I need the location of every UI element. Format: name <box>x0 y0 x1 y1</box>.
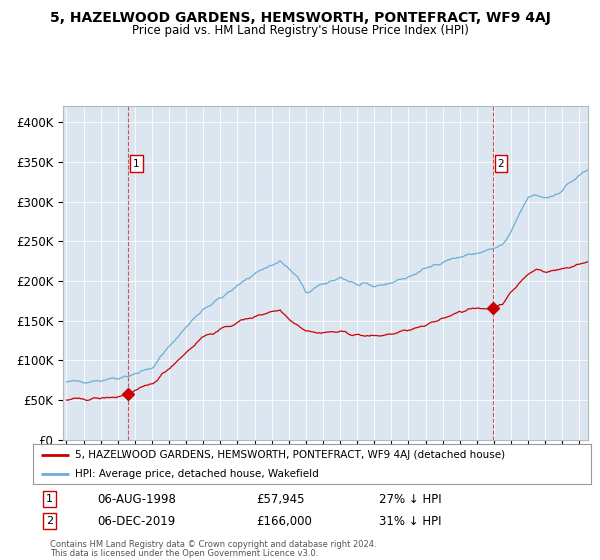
Text: 31% ↓ HPI: 31% ↓ HPI <box>379 515 442 528</box>
Text: This data is licensed under the Open Government Licence v3.0.: This data is licensed under the Open Gov… <box>50 549 318 558</box>
Text: £57,945: £57,945 <box>256 493 305 506</box>
Text: Contains HM Land Registry data © Crown copyright and database right 2024.: Contains HM Land Registry data © Crown c… <box>50 540 376 549</box>
Text: 06-DEC-2019: 06-DEC-2019 <box>97 515 175 528</box>
Text: 5, HAZELWOOD GARDENS, HEMSWORTH, PONTEFRACT, WF9 4AJ (detached house): 5, HAZELWOOD GARDENS, HEMSWORTH, PONTEFR… <box>75 450 505 460</box>
Text: 1: 1 <box>133 158 140 169</box>
Text: 27% ↓ HPI: 27% ↓ HPI <box>379 493 442 506</box>
Text: 2: 2 <box>46 516 53 526</box>
Text: £166,000: £166,000 <box>256 515 312 528</box>
Text: 5, HAZELWOOD GARDENS, HEMSWORTH, PONTEFRACT, WF9 4AJ: 5, HAZELWOOD GARDENS, HEMSWORTH, PONTEFR… <box>50 11 550 25</box>
Text: 1: 1 <box>46 494 53 504</box>
Text: 06-AUG-1998: 06-AUG-1998 <box>97 493 176 506</box>
Text: HPI: Average price, detached house, Wakefield: HPI: Average price, detached house, Wake… <box>75 469 319 479</box>
Text: 2: 2 <box>498 158 505 169</box>
Text: Price paid vs. HM Land Registry's House Price Index (HPI): Price paid vs. HM Land Registry's House … <box>131 24 469 36</box>
